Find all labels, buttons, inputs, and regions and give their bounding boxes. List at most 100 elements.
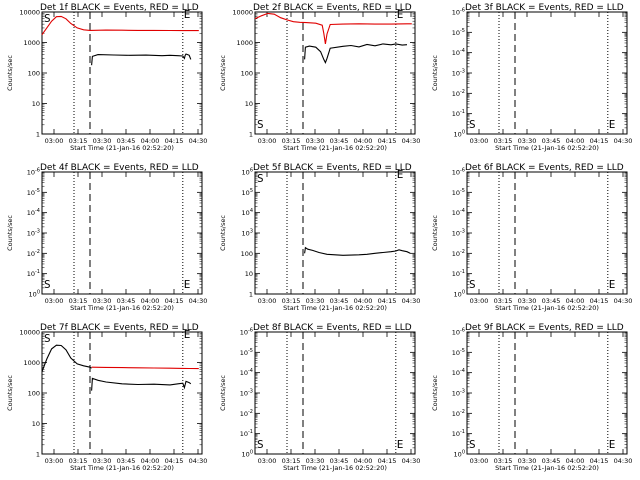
y-tick-label: 10-4 [452,208,465,217]
x-tick-label: 04:15 [165,457,184,465]
start-marker: S [469,118,476,131]
detector-panel: Det 4f BLACK = Events, RED = LLD 100 10-1 1… [6,163,207,312]
panel-title: Det 2f BLACK = Events, RED = LLD [253,3,412,13]
y-tick-label: 1 [36,131,40,139]
x-tick-label: 03:15 [282,297,301,305]
end-marker: E [609,278,616,291]
x-tick-label: 04:15 [378,457,397,465]
y-tick-label: 105 [242,188,253,197]
x-axis-label: Start Time (21-Jan-16 02:52:20) [70,304,174,312]
x-tick-label: 04:15 [378,297,397,305]
panel-title: Det 4f BLACK = Events, RED = LLD [40,163,199,173]
y-tick-label: 10-2 [452,249,465,258]
x-tick-label: 03:15 [69,457,88,465]
x-tick-label: 03:00 [470,297,489,305]
end-marker: E [397,8,404,21]
y-axis-label: Counts/sec [431,215,439,251]
end-marker: E [184,8,191,21]
y-tick-label: 10-1 [240,429,253,438]
x-tick-label: 03:15 [494,137,513,145]
x-tick-label: 04:15 [165,297,184,305]
y-tick-label: 1000 [23,359,40,367]
start-marker: S [44,12,51,25]
plot-frame [466,11,628,135]
y-tick-label: 10 [245,270,253,278]
x-tick-label: 03:30 [518,297,537,305]
y-axis-label: Counts/sec [6,215,14,251]
x-tick-label: 04:30 [189,297,208,305]
y-tick-label: 10-5 [27,188,40,197]
plot-frame [41,171,203,295]
x-tick-label: 04:00 [566,457,585,465]
panel-title: Det 8f BLACK = Events, RED = LLD [253,323,412,333]
lld-series-line [41,15,199,36]
y-tick-label: 10-6 [452,8,465,17]
y-tick-label: 10-6 [452,168,465,177]
plot-frame [254,11,416,135]
y-tick-label: 100 [242,450,253,459]
detector-panel: Det 7f BLACK = Events, RED = LLD 1 10 100 10… [6,323,207,472]
y-tick-label: 10-3 [27,229,40,238]
x-tick-label: 04:30 [402,297,421,305]
plot-frame [466,331,628,455]
y-tick-label: 103 [242,229,253,238]
y-tick-label: 10-1 [27,269,40,278]
start-marker: S [469,438,476,451]
x-tick-label: 03:45 [330,137,349,145]
start-marker: S [44,278,51,291]
panel-title: Det 3f BLACK = Events, RED = LLD [465,3,624,13]
x-tick-label: 03:00 [470,137,489,145]
x-tick-label: 04:15 [378,137,397,145]
y-tick-label: 100 [454,450,465,459]
y-tick-label: 10-6 [240,328,253,337]
x-tick-label: 03:15 [494,297,513,305]
y-tick-label: 10-2 [452,89,465,98]
x-tick-label: 04:00 [354,457,373,465]
x-tick-label: 04:15 [165,137,184,145]
x-tick-label: 04:30 [402,137,421,145]
events-series-line [41,344,92,372]
x-tick-label: 03:30 [93,457,112,465]
x-tick-label: 03:30 [518,457,537,465]
x-tick-label: 04:30 [614,297,633,305]
x-tick-label: 04:30 [614,457,633,465]
end-marker: E [609,438,616,451]
x-tick-label: 03:00 [470,457,489,465]
plot-frame [254,331,416,455]
x-tick-label: 03:45 [542,297,561,305]
y-tick-label: 10-4 [240,368,253,377]
x-axis-label: Start Time (21-Jan-16 02:52:20) [70,144,174,152]
x-tick-label: 04:00 [566,297,585,305]
x-tick-label: 04:30 [189,457,208,465]
x-tick-label: 04:30 [614,137,633,145]
x-tick-label: 03:30 [93,137,112,145]
y-tick-label: 100 [454,290,465,299]
panel-title: Det 1f BLACK = Events, RED = LLD [40,3,199,13]
x-tick-label: 03:00 [45,297,64,305]
end-marker: E [397,168,404,181]
x-tick-label: 03:30 [518,137,537,145]
x-tick-label: 03:30 [306,457,325,465]
x-axis-label: Start Time (21-Jan-16 02:52:20) [495,304,599,312]
start-marker: S [257,172,264,185]
x-tick-label: 03:15 [282,457,301,465]
y-tick-label: 1 [249,131,253,139]
x-tick-label: 04:00 [566,137,585,145]
x-axis-label: Start Time (21-Jan-16 02:52:20) [283,304,387,312]
plot-frame [466,171,628,295]
events-series-line [304,246,411,256]
x-tick-label: 03:15 [494,457,513,465]
y-tick-label: 10-3 [452,389,465,398]
end-marker: E [609,118,616,131]
y-tick-label: 10 [32,420,40,428]
detector-panel: Det 2f BLACK = Events, RED = LLD 1 10 100 10… [219,3,420,152]
x-tick-label: 04:15 [590,457,609,465]
y-tick-label: 10-3 [452,69,465,78]
y-tick-label: 10-5 [452,188,465,197]
x-tick-label: 03:45 [117,457,136,465]
x-tick-label: 04:00 [141,297,160,305]
y-axis-label: Counts/sec [431,55,439,91]
x-tick-label: 04:15 [590,137,609,145]
y-tick-label: 10-5 [452,348,465,357]
y-axis-label: Counts/sec [6,55,14,91]
